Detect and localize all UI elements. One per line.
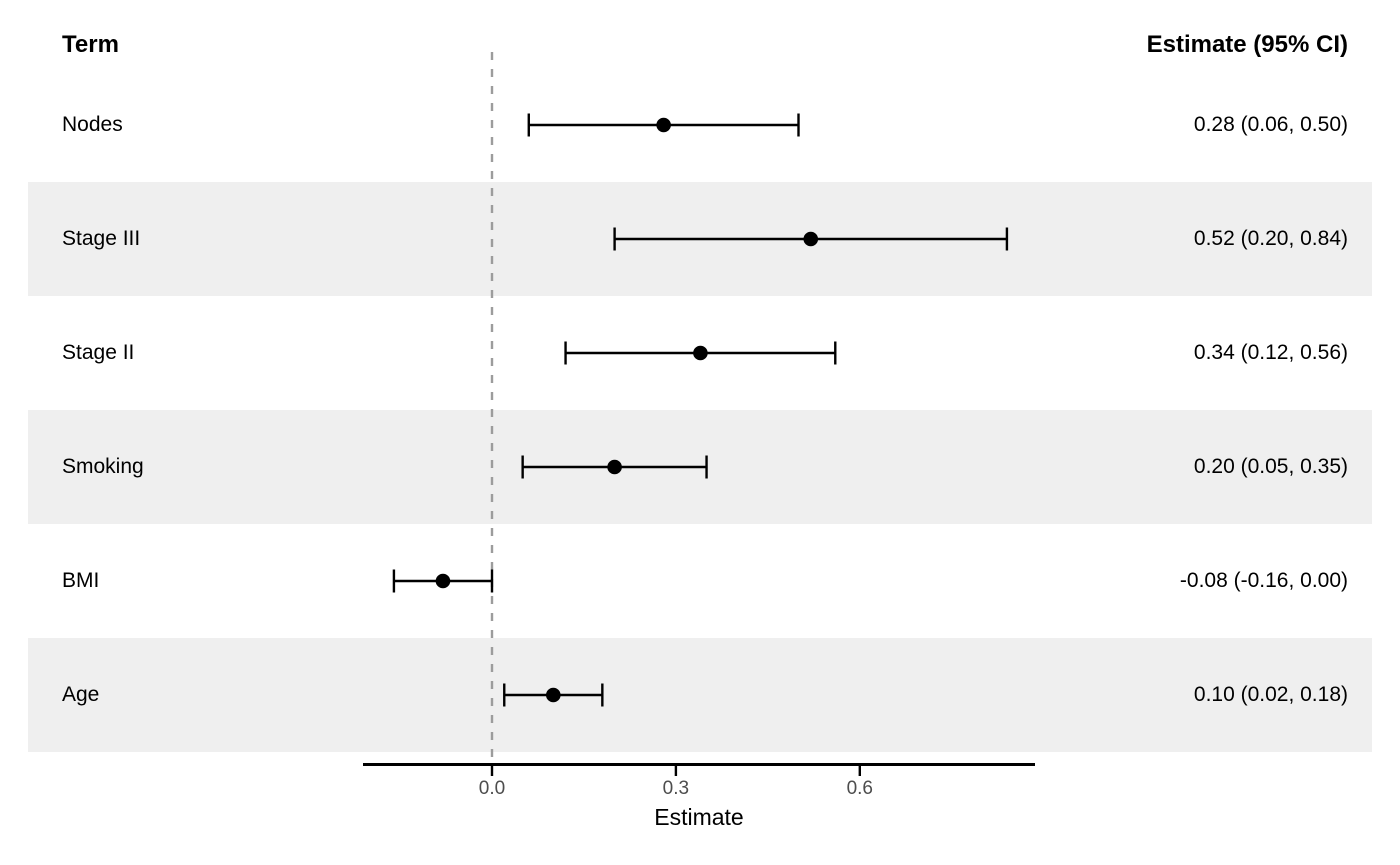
estimate-ci-value: -0.08 (-0.16, 0.00) xyxy=(1179,569,1348,592)
x-tick-label: 0.3 xyxy=(662,778,690,799)
term-label: BMI xyxy=(62,569,100,592)
estimate-ci-value: 0.20 (0.05, 0.35) xyxy=(1193,455,1348,478)
point-estimate-marker xyxy=(656,117,671,133)
estimate-ci-value: 0.28 (0.06, 0.50) xyxy=(1193,113,1348,136)
estimate-ci-value: 0.34 (0.12, 0.56) xyxy=(1193,341,1348,364)
point-estimate-marker xyxy=(803,231,819,247)
estimate-ci-value: 0.52 (0.20, 0.84) xyxy=(1193,227,1348,250)
term-label: Nodes xyxy=(62,113,123,136)
term-label: Smoking xyxy=(62,455,144,478)
point-estimate-marker xyxy=(435,573,451,589)
estimate-ci-value: 0.10 (0.02, 0.18) xyxy=(1193,683,1348,706)
x-axis-title: Estimate xyxy=(654,804,744,830)
row-stripe xyxy=(28,638,1372,752)
x-tick-label: 0.6 xyxy=(846,778,873,799)
point-estimate-marker xyxy=(546,687,561,703)
term-label: Age xyxy=(62,683,100,706)
x-tick-label: 0.0 xyxy=(478,778,506,799)
term-label: Stage II xyxy=(62,341,135,364)
point-estimate-marker xyxy=(693,345,708,361)
column-header-term: Term xyxy=(62,31,119,58)
point-estimate-marker xyxy=(607,459,622,475)
term-label: Stage III xyxy=(62,227,141,250)
column-header-estimate: Estimate (95% CI) xyxy=(1146,31,1348,58)
